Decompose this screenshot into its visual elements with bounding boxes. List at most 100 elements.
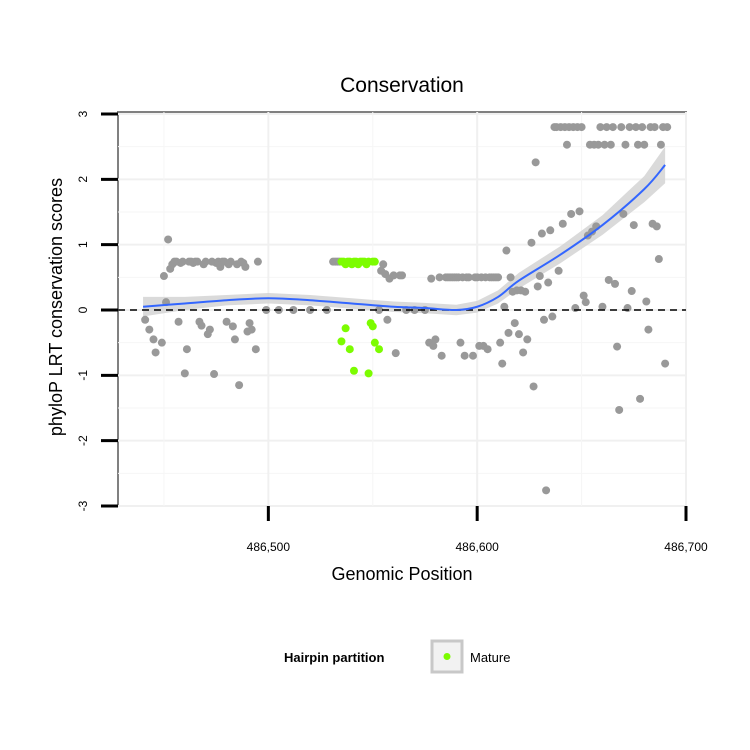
point-other [617,123,626,132]
point-other [383,315,392,324]
legend-label-mature: Mature [470,650,510,665]
legend-title: Hairpin partition [284,650,384,665]
point-other [391,349,400,358]
point-other [629,221,638,230]
point-other [429,341,438,350]
point-other [608,123,617,132]
point-other [197,321,206,330]
point-other [579,291,588,300]
point-other [644,325,653,334]
point-other [623,304,632,313]
point-other [151,348,160,357]
point-other [437,351,446,360]
point-other [604,275,613,284]
y-tick-label: 2 [76,176,90,183]
point-other [235,381,244,390]
point-other [398,271,406,280]
point-other [600,140,609,149]
point-other [640,140,649,149]
point-mature [341,324,350,333]
point-other [661,359,670,368]
point-other [502,246,511,255]
data-points [141,123,672,495]
point-other [427,274,436,283]
point-other [542,486,551,495]
point-other [636,394,645,403]
point-other [654,255,663,264]
confidence-band-area [143,146,666,317]
point-other [157,338,166,347]
point-other [379,260,388,269]
point-other [494,273,503,282]
point-other [500,302,509,311]
point-other [431,335,440,344]
point-other [575,207,584,216]
point-other [529,382,538,391]
point-other [577,123,586,132]
point-other [519,348,528,357]
point-other [627,287,636,296]
point-other [226,257,235,266]
point-other [652,222,661,231]
point-other [533,282,542,291]
point-other [521,287,530,296]
point-other [546,226,555,235]
point-other [253,257,262,266]
point-other [498,359,507,368]
confidence-band [143,146,666,317]
point-other [554,266,563,275]
y-axis-ticks: -3 -2 -1 0 1 2 3 [76,110,118,511]
point-other [602,123,611,132]
legend: Hairpin partition Mature [284,639,510,674]
point-other [174,317,183,326]
y-tick-label: -1 [76,370,90,381]
point-other [178,257,187,266]
point-other [558,219,567,228]
point-mature [370,338,379,347]
point-other [506,273,515,282]
point-other [164,235,173,244]
point-other [598,302,607,311]
point-other [567,209,576,218]
point-other [523,335,532,344]
point-other [548,312,557,321]
point-mature [337,337,346,346]
point-other [201,257,210,266]
x-tick-label: 486,700 [664,540,708,554]
point-other [159,272,168,281]
point-other [247,325,256,334]
point-other [483,345,492,354]
point-mature [370,257,379,266]
y-tick-label: -3 [76,500,90,511]
point-other [535,272,544,281]
point-other [619,209,628,218]
point-mature [375,345,384,354]
point-other [621,140,630,149]
point-other [496,338,505,347]
x-tick-label: 486,500 [247,540,291,554]
point-mature [349,366,358,375]
point-other [460,351,469,360]
point-other [193,257,202,266]
point-other [241,262,250,271]
point-other [537,229,546,238]
point-other [625,123,634,132]
point-mature [368,322,377,331]
point-other [251,345,260,354]
point-other [504,328,513,337]
x-tick-label: 486,600 [455,540,499,554]
chart-title: Conservation [340,74,464,97]
point-other [527,238,536,247]
point-other [613,342,622,351]
point-other [611,279,619,288]
x-axis-title: Genomic Position [331,564,472,584]
point-other [633,140,642,149]
point-other [149,335,158,344]
y-tick-label: 0 [76,306,90,313]
point-other [289,306,298,314]
point-other [594,140,603,149]
point-mature [345,345,354,354]
point-other [642,297,651,306]
point-other [435,273,444,282]
point-other [596,123,605,132]
